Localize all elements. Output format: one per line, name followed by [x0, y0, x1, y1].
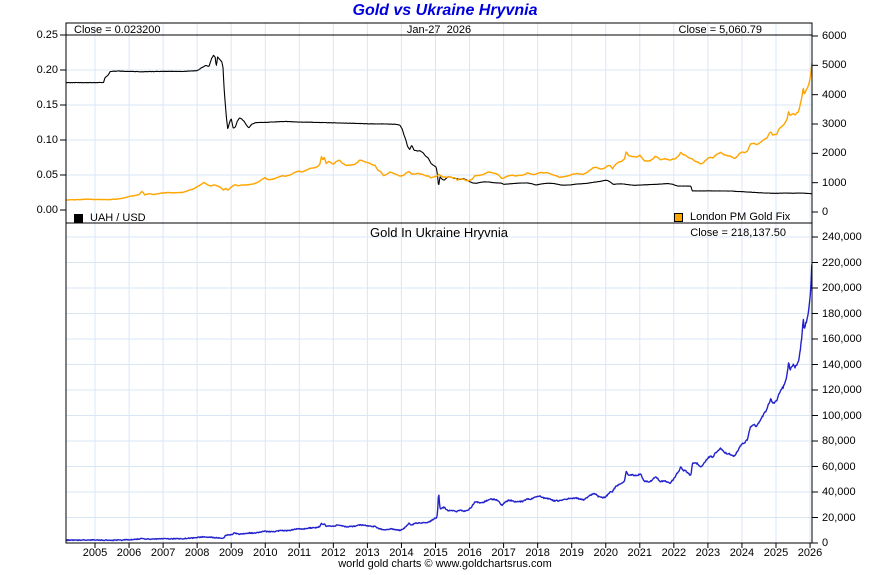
bottom-right-axis-tick-label: 220,000 [822, 256, 862, 269]
panel-borders [65, 22, 813, 544]
bottom-panel-title: Gold In Ukraine Hryvnia [370, 225, 508, 240]
x-axis-year-label: 2009 [218, 547, 244, 559]
bottom-right-axis-tick-label: 180,000 [822, 307, 862, 320]
x-axis-year-label: 2011 [287, 547, 312, 559]
gold-fix-close-value: Close = 5,060.79 [678, 24, 762, 36]
x-axis-year-label: 2014 [389, 547, 414, 559]
bottom-right-axis-tick-label: 100,000 [822, 409, 862, 422]
top-left-axis-tick-label: 0.05 [36, 169, 58, 181]
uah-usd-legend-swatch-icon [74, 214, 83, 223]
top-right-axis-tick-label: 4000 [822, 88, 847, 101]
gold-fix-legend-swatch-icon [674, 213, 683, 222]
bottom-right-axis-tick-label: 240,000 [822, 231, 862, 243]
bottom-right-axis-tick-label: 0 [822, 537, 829, 549]
x-axis-year-label: 2013 [355, 547, 380, 559]
x-axis-year-label: 2012 [321, 547, 346, 559]
footer-credit: world gold charts © www.goldchartsrus.co… [338, 558, 552, 570]
bottom-right-axis-tick-label: 160,000 [822, 333, 862, 345]
x-axis-year-label: 2021 [627, 547, 653, 559]
bottom-right-axis-tick-label: 120,000 [822, 384, 862, 396]
top-right-axis-tick-label: 1000 [822, 176, 847, 189]
x-axis-year-label: 2026 [797, 547, 823, 559]
x-axis-year-label: 2022 [661, 547, 687, 559]
uah-usd-line [66, 54, 812, 195]
legend-london-pm-gold-fix: London PM Gold Fix [674, 212, 790, 223]
uah-usd-legend-label: UAH / USD [90, 212, 146, 224]
bottom-right-axis-tick-label: 140,000 [822, 358, 862, 371]
top-right-axis-tick-label: 5000 [822, 59, 847, 72]
bottom-right-axis-tick-label: 200,000 [822, 282, 862, 294]
x-axis-year-label: 2019 [559, 547, 584, 559]
top-right-axis-tick-label: 2000 [822, 147, 847, 160]
x-axis-year-label: 2007 [150, 547, 176, 559]
top-left-axis-tick-label: 0.20 [36, 64, 58, 76]
x-axis-year-label: 2016 [457, 547, 482, 559]
chart-title: Gold vs Ukraine Hryvnia [352, 2, 538, 19]
x-axis-year-label: 2020 [593, 547, 618, 559]
axis-ticks [60, 34, 818, 548]
bottom-right-axis-tick-label: 20,000 [822, 511, 856, 524]
top-left-axis-tick-label: 0.10 [36, 134, 58, 146]
top-left-axis-tick-label: 0.25 [36, 29, 58, 41]
gold-uah-close-value: Close = 218,137.50 [690, 227, 786, 239]
top-left-axis-tick-label: 0.00 [36, 204, 58, 216]
x-axis-year-label: 2010 [253, 547, 278, 559]
x-axis-year-label: 2015 [423, 547, 448, 559]
bottom-right-axis-tick-label: 60,000 [822, 460, 856, 473]
x-axis-year-label: 2006 [116, 547, 142, 559]
gold-in-ukraine-hryvnia-line [66, 264, 812, 542]
london-pm-gold-fix-line [66, 62, 812, 201]
uah-usd-close-value: Close = 0.023200 [74, 24, 161, 36]
gridlines [66, 23, 812, 543]
top-right-axis-tick-label: 6000 [822, 30, 847, 42]
x-axis-year-label: 2018 [525, 547, 550, 559]
chart-date-label: Jan-27 2026 [406, 24, 472, 36]
x-axis-year-label: 2025 [763, 547, 789, 559]
bottom-right-axis-tick-label: 80,000 [822, 435, 856, 447]
x-axis-year-label: 2008 [184, 547, 210, 559]
x-axis-year-label: 2005 [82, 547, 108, 559]
top-right-axis-tick-label: 0 [822, 206, 829, 218]
top-left-axis-tick-label: 0.15 [36, 99, 58, 111]
x-axis-year-label: 2024 [729, 547, 755, 559]
x-axis-year-label: 2017 [491, 547, 516, 559]
gold-fix-legend-label: London PM Gold Fix [690, 211, 791, 223]
bottom-right-axis-tick-label: 40,000 [822, 486, 856, 498]
top-right-axis-tick-label: 3000 [822, 118, 847, 130]
x-axis-year-label: 2023 [695, 547, 721, 559]
legend-uah-usd: UAH / USD [74, 213, 146, 224]
